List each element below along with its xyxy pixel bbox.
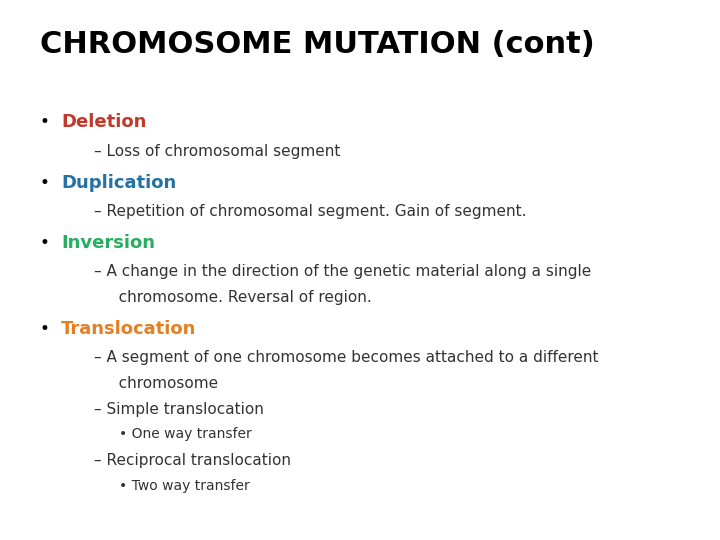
Text: CHROMOSOME MUTATION (cont): CHROMOSOME MUTATION (cont) xyxy=(40,30,594,59)
Text: •: • xyxy=(40,113,50,131)
Text: Deletion: Deletion xyxy=(61,113,147,131)
Text: chromosome: chromosome xyxy=(104,376,219,391)
Text: • Two way transfer: • Two way transfer xyxy=(119,479,250,493)
Text: •: • xyxy=(40,234,50,252)
Text: •: • xyxy=(40,174,50,192)
Text: – Loss of chromosomal segment: – Loss of chromosomal segment xyxy=(94,144,340,159)
Text: •: • xyxy=(40,320,50,338)
Text: – Reciprocal translocation: – Reciprocal translocation xyxy=(94,453,291,468)
Text: – Simple translocation: – Simple translocation xyxy=(94,402,264,417)
Text: Inversion: Inversion xyxy=(61,234,156,252)
Text: – A segment of one chromosome becomes attached to a different: – A segment of one chromosome becomes at… xyxy=(94,350,598,366)
Text: chromosome. Reversal of region.: chromosome. Reversal of region. xyxy=(104,290,372,305)
Text: Translocation: Translocation xyxy=(61,320,197,338)
Text: Duplication: Duplication xyxy=(61,174,176,192)
Text: – A change in the direction of the genetic material along a single: – A change in the direction of the genet… xyxy=(94,265,591,279)
Text: • One way transfer: • One way transfer xyxy=(119,428,251,441)
Text: – Repetition of chromosomal segment. Gain of segment.: – Repetition of chromosomal segment. Gai… xyxy=(94,204,526,219)
